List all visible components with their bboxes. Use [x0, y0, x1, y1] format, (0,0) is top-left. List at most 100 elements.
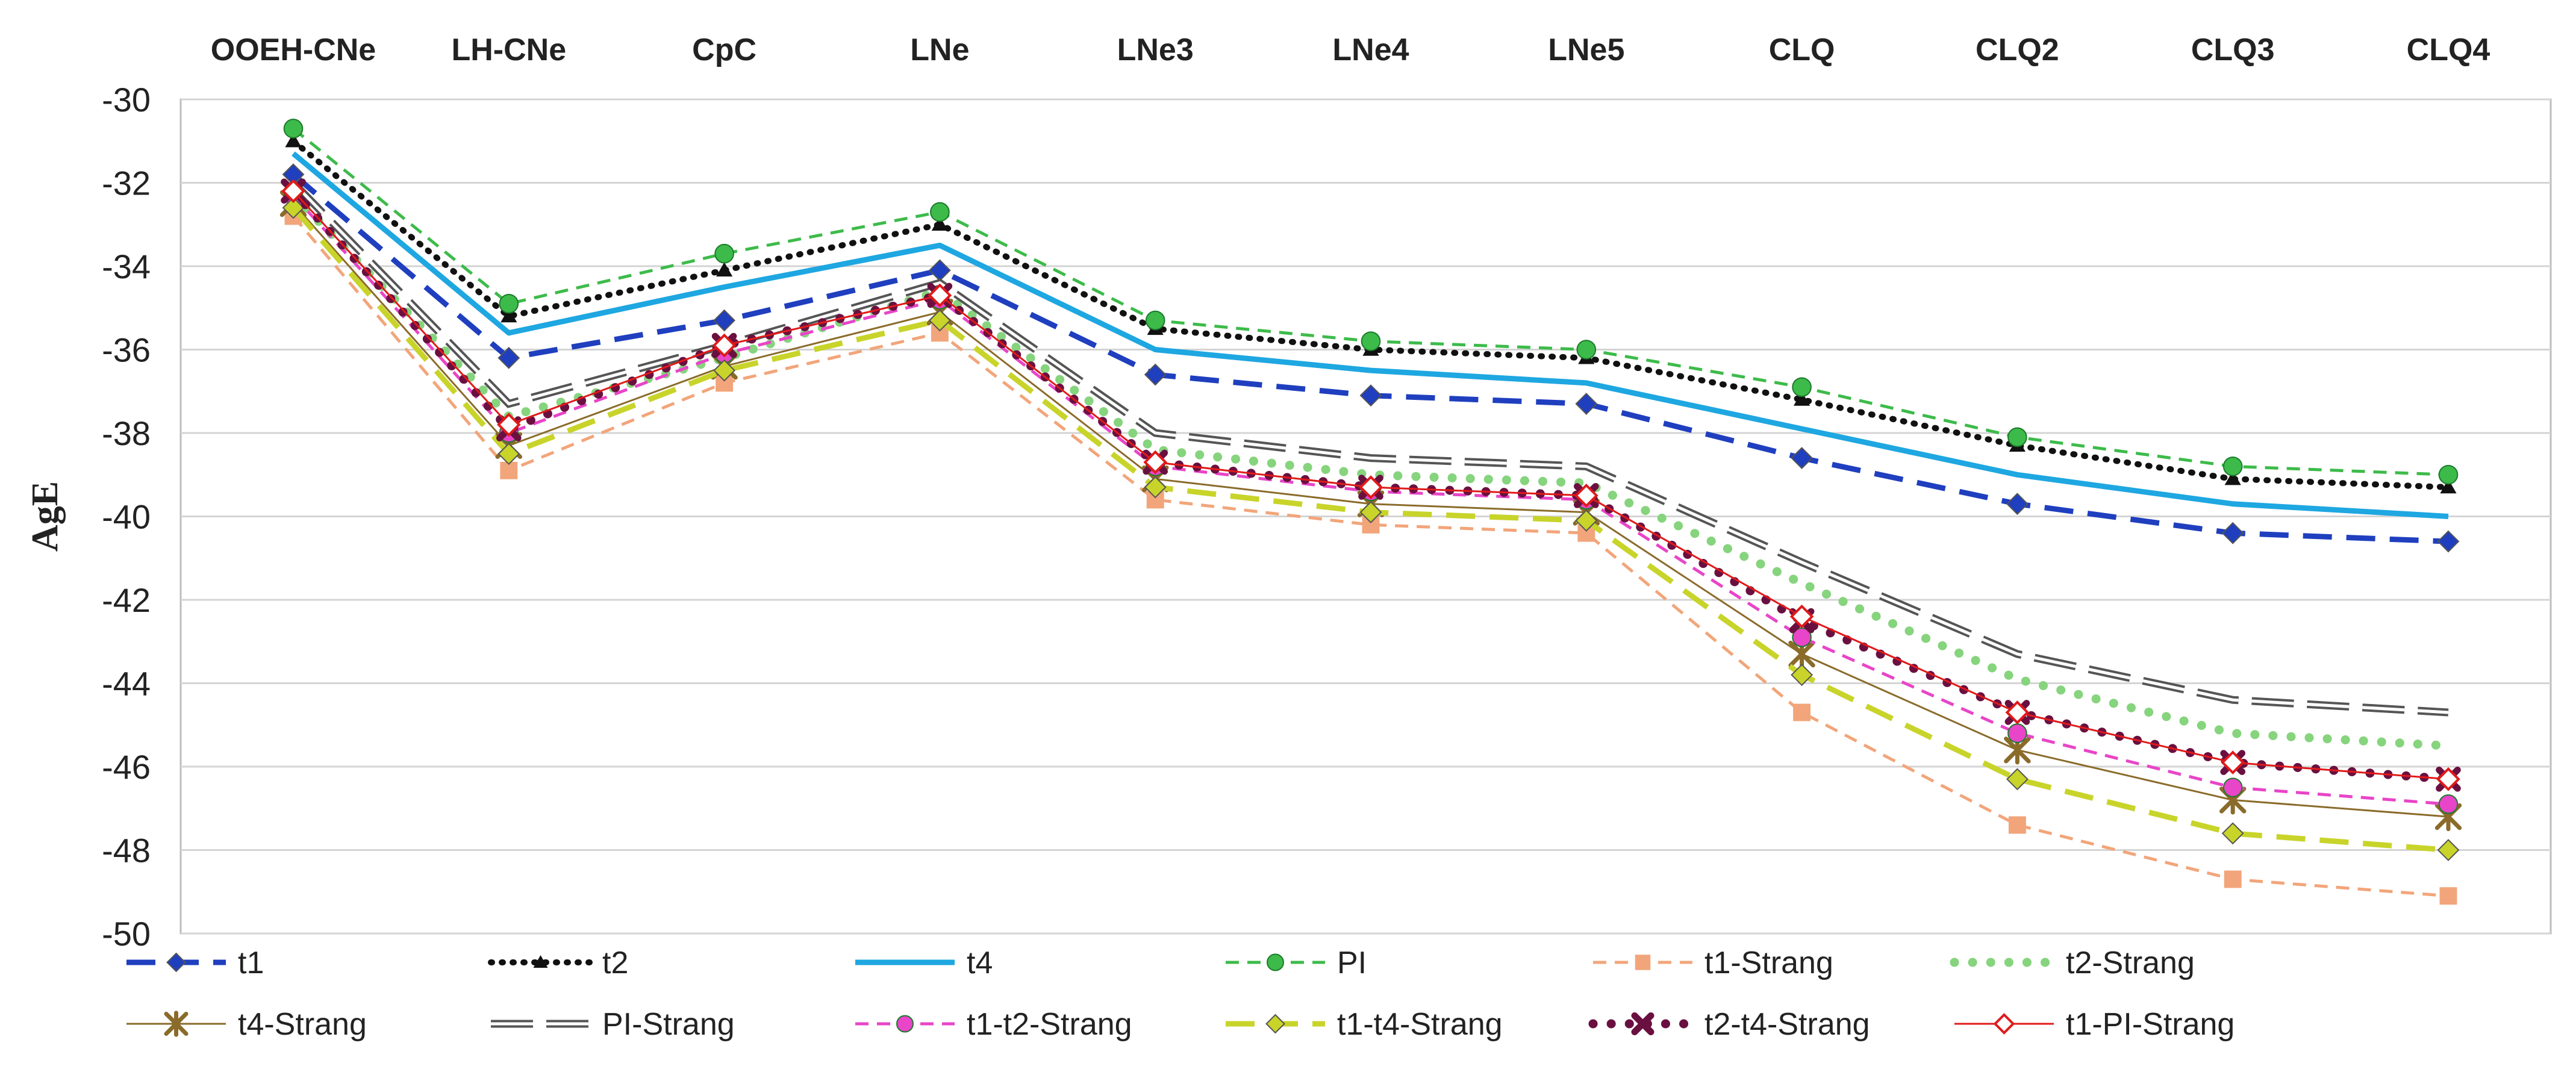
category-label: CLQ3: [2191, 33, 2275, 67]
legend-label: t1-t4-Strang: [1337, 1007, 1503, 1042]
data-point-t2-3: [931, 216, 948, 231]
data-point-PI-6: [1576, 340, 1597, 360]
data-point-t1-t4-Strang-6: [1575, 509, 1598, 532]
y-tick-label: -32: [102, 164, 151, 202]
category-label: LNe3: [1117, 33, 1194, 67]
data-point-t2-1: [501, 308, 517, 323]
data-point-t1-PI-Strang-7: [1789, 604, 1814, 629]
legend-marker: [1265, 1014, 1285, 1034]
category-label: CLQ2: [1976, 33, 2059, 67]
data-point-t1-Strang-9: [2224, 870, 2242, 888]
y-tick-labels: -30 -32 -34 -36 -38 -40 -42 -44 -46 -48 -50: [102, 81, 151, 953]
y-tick-label: -50: [102, 915, 151, 953]
y-tick-label: -30: [102, 81, 151, 119]
legend-label: t2-t4-Strang: [1704, 1007, 1870, 1042]
legend-marker: [1635, 955, 1651, 970]
legend-item-t1-t2-Strang: t1-t2-Strang: [855, 1007, 1132, 1042]
series-t1-PI-Strang: [281, 179, 2460, 791]
data-point-t1-1: [497, 346, 520, 369]
data-point-t1-t4-Strang-2: [713, 359, 736, 382]
series-line-t2-t4-Strang: [288, 186, 2453, 784]
data-point-t1-PI-Strang-8: [2005, 700, 2030, 724]
series-line-t4: [292, 151, 2449, 519]
series-layer: [279, 119, 2462, 905]
data-point-t1-PI-Strang-0: [281, 179, 305, 204]
y-axis-label: AgE: [25, 481, 66, 552]
y-tick-label: -36: [102, 331, 151, 369]
data-point-PI-5: [1361, 331, 1381, 351]
category-label: LNe5: [1548, 33, 1624, 67]
data-point-t2-0: [285, 132, 302, 148]
y-tick-label: -42: [102, 581, 151, 619]
data-point-t1-t4-Strang-10: [2437, 839, 2460, 861]
category-label: LNe: [910, 33, 969, 67]
legend-label: t2-Strang: [2066, 946, 2195, 980]
data-point-t1-t4-Strang-8: [2006, 768, 2029, 791]
legend-marker: [1631, 1012, 1654, 1035]
y-tick-label: -38: [102, 414, 151, 452]
category-label: OOEH-CNe: [211, 33, 376, 67]
legend-item-t1: t1: [126, 946, 264, 980]
series-t1-t4-Strang: [282, 196, 2460, 861]
legend-label: PI-Strang: [602, 1007, 735, 1042]
data-point-PI-7: [1792, 377, 1812, 397]
legend-marker: [164, 1011, 189, 1037]
y-tick-label: -34: [102, 248, 151, 285]
grid: [181, 98, 2551, 935]
category-label: CLQ: [1769, 33, 1835, 67]
legend-label: t1-t2-Strang: [967, 1007, 1132, 1042]
y-tick-label: -46: [102, 748, 151, 786]
data-point-t1-8: [2006, 493, 2029, 516]
series-t1: [282, 163, 2460, 553]
data-point-t1-Strang-10: [2439, 887, 2457, 905]
series-PI-Strang: [290, 179, 2449, 717]
data-point-t1-10: [2437, 530, 2460, 553]
data-point-t1-t4-Strang-0: [282, 196, 305, 219]
data-point-t2-7: [1794, 391, 1810, 406]
data-point-t2-2: [716, 262, 733, 277]
legend-label: t2: [602, 946, 628, 980]
data-point-t1-PI-Strang-3: [928, 283, 952, 308]
data-point-PI-1: [499, 294, 519, 314]
legend-label: t1-PI-Strang: [2066, 1007, 2235, 1042]
legend-label: t4-Strang: [238, 1007, 367, 1042]
data-point-t1-t4-Strang-1: [497, 443, 520, 466]
series-line-PI-Strang-inner: [292, 181, 2449, 714]
legend-marker: [1267, 953, 1284, 971]
data-point-t1-4: [1144, 363, 1167, 386]
data-point-t1-2: [713, 309, 736, 332]
legend-item-t1-Strang: t1-Strang: [1593, 946, 1833, 980]
legend-label: t1-Strang: [1704, 946, 1833, 980]
data-point-PI-4: [1145, 310, 1165, 331]
data-point-t1-t4-Strang-5: [1359, 501, 1382, 523]
data-point-PI-9: [2222, 456, 2243, 476]
data-point-t1-PI-Strang-4: [1143, 450, 1168, 475]
data-point-t1-t4-Strang-7: [1791, 664, 1813, 687]
data-point-PI-2: [714, 243, 734, 264]
data-point-t1-PI-Strang-9: [2221, 750, 2245, 774]
category-label: LNe4: [1332, 33, 1409, 67]
data-point-t1-9: [2221, 522, 2244, 544]
series-PI: [283, 119, 2459, 485]
legend-item-t2-Strang: t2-Strang: [1950, 946, 2195, 980]
data-point-t1-PI-Strang-6: [1574, 484, 1598, 508]
y-tick-label: -40: [102, 498, 151, 536]
data-point-PI-10: [2438, 464, 2459, 485]
legend-item-t4-Strang: t4-Strang: [126, 1007, 367, 1042]
data-point-PI-8: [2007, 427, 2027, 447]
data-point-t1-7: [1791, 447, 1813, 469]
data-point-t1-t2-Strang-8: [2007, 723, 2027, 743]
data-point-t1-t2-Strang-9: [2222, 777, 2243, 797]
data-point-t2-10: [2440, 479, 2457, 494]
legend-item-t4: t4: [855, 946, 993, 980]
legend: t1 t2 t4 PI t1-Strang t2-Strang t4-Strang PI-St…: [126, 946, 2235, 1042]
data-point-t1-PI-Strang-5: [1359, 475, 1383, 499]
series-line-t1-Strang: [292, 215, 2449, 898]
y-tick-label: -44: [102, 665, 151, 703]
data-point-PI-0: [283, 119, 304, 139]
category-label: LH-CNe: [451, 33, 566, 67]
data-point-t1-PI-Strang-10: [2436, 767, 2460, 791]
legend-item-t2-t4-Strang: t2-t4-Strang: [1588, 1007, 1870, 1042]
category-labels: OOEH-CNe LH-CNe CpC LNe LNe3 LNe4 LNe5 CLQ CLQ2 C…: [211, 33, 2490, 67]
